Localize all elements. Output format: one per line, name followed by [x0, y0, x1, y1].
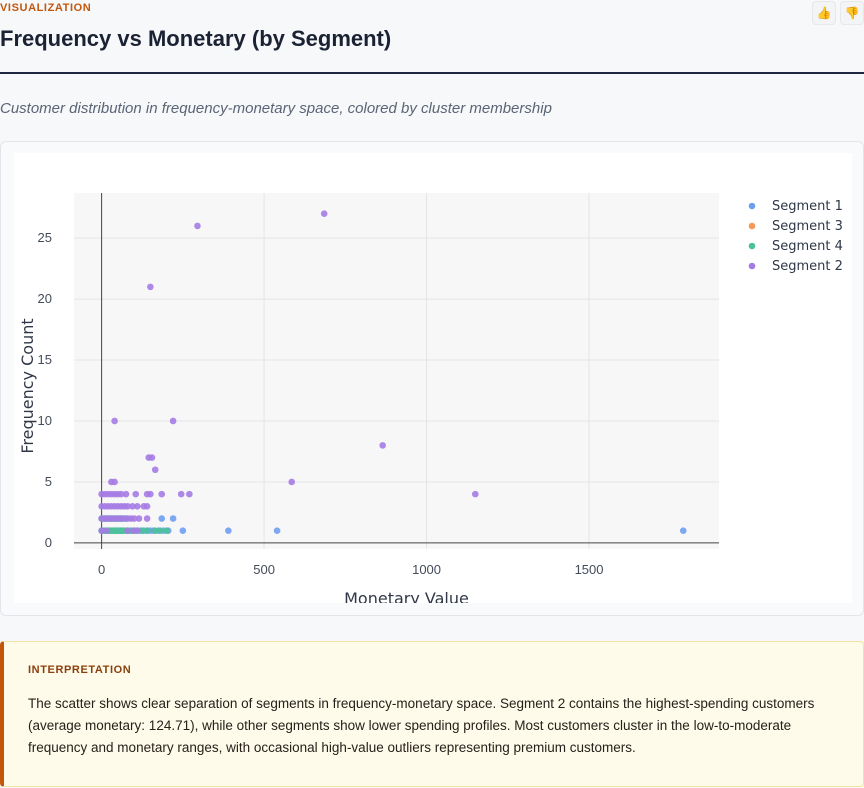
y-tick-label: 5: [45, 474, 52, 489]
data-point: [179, 527, 187, 535]
data-point: [177, 490, 185, 498]
y-tick-label: 0: [45, 535, 52, 550]
thumbs-down-button[interactable]: 👎: [840, 1, 864, 25]
data-point: [169, 515, 177, 522]
legend-marker: [748, 262, 756, 270]
data-point: [124, 503, 131, 510]
data-point: [132, 490, 140, 498]
data-point: [148, 454, 156, 461]
y-tick-label: 15: [38, 352, 52, 367]
legend-label: Segment 4: [772, 239, 843, 254]
legend-label: Segment 2: [772, 259, 843, 274]
legend-marker: [748, 202, 756, 210]
data-point: [151, 527, 159, 535]
data-point: [288, 478, 296, 486]
interpretation-panel: INTERPRETATION The scatter shows clear s…: [0, 641, 864, 787]
interpretation-label: INTERPRETATION: [28, 664, 132, 676]
data-point: [679, 527, 687, 535]
y-tick-label: 20: [38, 291, 52, 306]
x-tick-label: 1500: [575, 562, 604, 577]
data-point: [138, 527, 146, 535]
thumbs-down-icon: 👎: [844, 6, 860, 20]
x-tick-label: 1000: [412, 562, 441, 577]
data-point: [186, 490, 193, 498]
data-point: [103, 527, 110, 535]
x-tick-label: 500: [253, 562, 275, 577]
data-point: [143, 515, 151, 522]
chart-subtitle: Customer distribution in frequency-monet…: [0, 100, 552, 117]
interpretation-text: The scatter shows clear separation of se…: [28, 696, 815, 755]
data-point: [134, 527, 141, 535]
data-point: [163, 527, 170, 535]
y-axis-title: Frequency Count: [18, 318, 37, 453]
data-point: [158, 515, 166, 522]
data-point: [143, 503, 151, 510]
data-point: [273, 527, 281, 535]
data-point: [129, 503, 136, 510]
data-point: [117, 490, 125, 498]
data-point: [135, 515, 143, 522]
scatter-chart[interactable]: 0 5 10 15 20 25 0 500 1000 1500 Monetary Value Freq…: [14, 153, 852, 603]
x-axis-title: Monetary Value: [344, 589, 469, 603]
legend-label: Segment 1: [772, 199, 843, 214]
data-point: [98, 527, 105, 535]
page-title: Frequency vs Monetary (by Segment): [0, 26, 392, 51]
data-point: [225, 527, 232, 535]
data-point: [320, 210, 328, 218]
legend-label: Segment 3: [772, 219, 843, 234]
legend-marker: [748, 242, 756, 250]
data-point: [379, 442, 386, 449]
data-point: [156, 527, 164, 535]
data-point: [471, 490, 479, 498]
data-point: [111, 417, 118, 425]
data-point: [143, 527, 151, 535]
data-point: [169, 417, 177, 425]
data-point: [134, 503, 141, 510]
kicker-label: VISUALIZATION: [0, 2, 92, 14]
chart-container: 0 5 10 15 20 25 0 500 1000 1500 Monetary Value Freq…: [14, 153, 852, 603]
data-point: [122, 490, 130, 498]
y-tick-label: 10: [38, 413, 52, 428]
feedback-buttons: 👍 👎: [812, 1, 864, 25]
data-point: [130, 515, 138, 522]
y-tick-label: 25: [38, 230, 52, 245]
thumbs-up-icon: 👍: [816, 6, 832, 20]
plot-area: [74, 193, 719, 549]
data-point: [147, 283, 154, 291]
thumbs-up-button[interactable]: 👍: [812, 1, 836, 25]
data-point: [111, 478, 118, 486]
chart-card: 0 5 10 15 20 25 0 500 1000 1500 Monetary Value Freq…: [0, 141, 864, 616]
data-point: [147, 490, 154, 498]
data-point: [158, 490, 166, 498]
x-tick-label: 0: [98, 562, 105, 577]
title-divider: [0, 72, 864, 74]
data-point: [151, 466, 159, 474]
data-point: [124, 527, 131, 535]
legend-marker: [748, 222, 756, 230]
data-point: [194, 222, 201, 230]
